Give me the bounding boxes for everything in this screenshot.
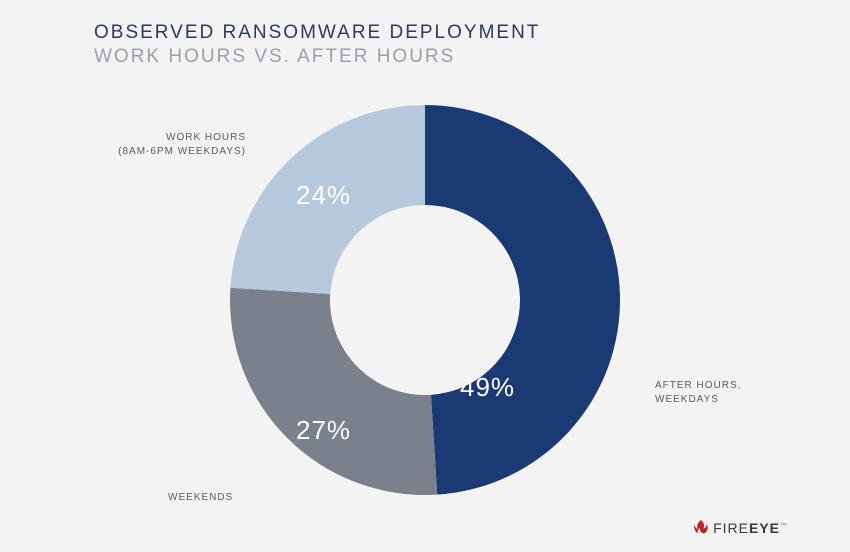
chart-title: OBSERVED RANSOMWARE DEPLOYMENT: [94, 22, 540, 44]
donut-chart-container: 49% AFTER HOURS,WEEKDAYS 27% WEEKENDS 24% WOR…: [0, 90, 850, 510]
flame-path: [694, 520, 707, 534]
label-work_hours: WORK HOURS(8AM-6PM WEEKDAYS): [116, 131, 246, 159]
chart-subtitle: WORK HOURS VS. AFTER HOURS: [94, 46, 540, 68]
brand-text: FIREEYE™: [713, 520, 788, 536]
fireeye-mark-icon: [693, 519, 709, 535]
brand-trademark: ™: [780, 522, 788, 529]
chart-header: OBSERVED RANSOMWARE DEPLOYMENT WORK HOUR…: [94, 22, 540, 68]
pct-work_hours: 24%: [296, 180, 351, 211]
label-weekends: WEEKENDS: [168, 491, 233, 505]
slice-after_hours: [425, 105, 620, 495]
label-after_hours: AFTER HOURS,WEEKDAYS: [655, 379, 741, 407]
brand-text-heavy: EYE: [749, 520, 780, 536]
pct-after_hours: 49%: [460, 372, 515, 403]
brand-text-light: FIRE: [713, 520, 749, 536]
donut-chart: [225, 100, 625, 500]
pct-weekends: 27%: [296, 415, 351, 446]
slice-weekends: [230, 288, 437, 495]
brand-logo: FIREEYE™: [693, 517, 788, 536]
